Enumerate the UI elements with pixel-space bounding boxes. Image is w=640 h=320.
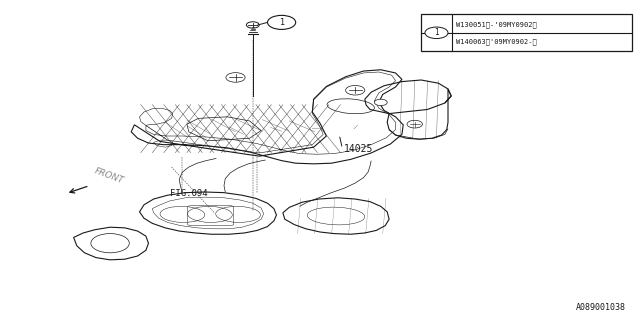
Circle shape <box>246 22 259 28</box>
Circle shape <box>425 27 448 39</box>
FancyBboxPatch shape <box>421 14 632 51</box>
Text: FIG.094: FIG.094 <box>170 189 207 198</box>
Circle shape <box>226 73 245 82</box>
Text: 1: 1 <box>279 18 284 27</box>
Text: W130051（-'09MY0902）: W130051（-'09MY0902） <box>456 21 537 28</box>
Text: A089001038: A089001038 <box>576 303 626 312</box>
Circle shape <box>407 120 422 128</box>
Text: 14025: 14025 <box>344 144 373 154</box>
Text: 1: 1 <box>434 28 439 37</box>
Circle shape <box>374 99 387 106</box>
Circle shape <box>346 85 365 95</box>
Circle shape <box>268 15 296 29</box>
Text: FRONT: FRONT <box>93 167 125 186</box>
Text: W140063（'09MY0902-）: W140063（'09MY0902-） <box>456 38 537 44</box>
